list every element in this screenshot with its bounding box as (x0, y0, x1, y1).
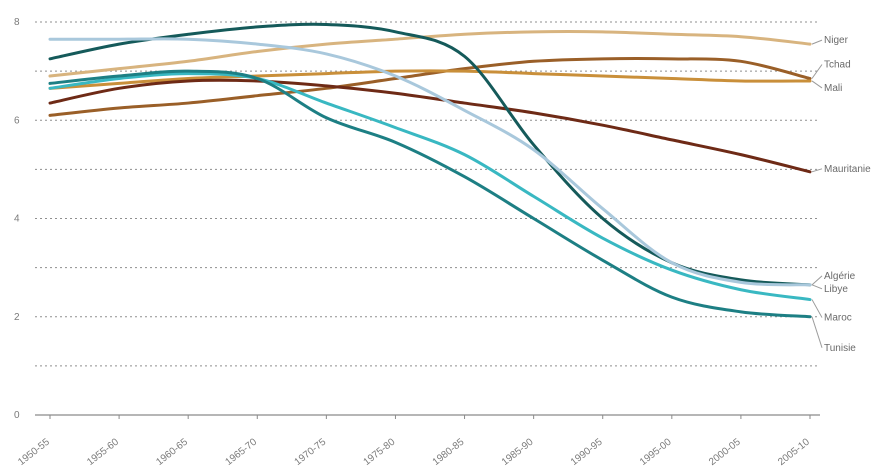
y-tick-label: 0 (14, 410, 20, 421)
x-tick-label: 1985-90 (500, 436, 536, 468)
series-line-libye (48, 37, 812, 287)
x-tick-label: 2005-10 (776, 436, 812, 468)
label-leader-line (811, 80, 823, 89)
x-tick-label: 1965-70 (223, 436, 259, 468)
y-tick-label: 2 (14, 312, 20, 323)
y-tick-label: 6 (14, 115, 20, 126)
x-tick-label: 1990-95 (569, 436, 605, 468)
label-leader-line (811, 299, 823, 318)
series-label-algerie: Algérie (824, 271, 856, 282)
series-line-mali (48, 69, 812, 90)
series-label-tchad: Tchad (824, 59, 851, 70)
x-tick-label: 1975-80 (362, 436, 398, 468)
x-tick-label: 1950-55 (16, 436, 52, 468)
series-label-mali: Mali (824, 83, 842, 94)
series-line-mauritanie (48, 78, 812, 174)
label-leader-line (811, 284, 823, 290)
label-leader-line (811, 275, 823, 286)
y-tick-label: 8 (14, 17, 20, 28)
label-leader-line (811, 168, 823, 173)
series-line-tchad (48, 57, 812, 117)
series-label-tunisie: Tunisie (824, 343, 856, 354)
y-tick-label: 4 (14, 214, 20, 225)
label-group: Niger Tchad Mali Mauritanie Algérie Libye Maro… (811, 35, 871, 354)
series-line-tunisie (48, 69, 812, 319)
x-tick-label: 1980-85 (431, 436, 467, 468)
series-label-libye: Libye (824, 284, 848, 295)
label-leader-line (811, 316, 823, 348)
series-label-mauritanie: Mauritanie (824, 164, 871, 175)
series-line-niger (48, 30, 812, 78)
x-tick-label: 1970-75 (293, 436, 329, 468)
x-tick-label: 1960-65 (154, 436, 190, 468)
label-leader-line (811, 64, 823, 79)
series-line-maroc (48, 72, 812, 302)
x-tick-label: 1995-00 (638, 436, 674, 468)
series-label-niger: Niger (824, 35, 849, 46)
label-leader-line (811, 39, 823, 45)
x-tick-label: 1955-60 (85, 436, 121, 468)
series-group (48, 22, 812, 319)
series-label-maroc: Maroc (824, 313, 852, 324)
x-tick-label: 2000-05 (707, 436, 743, 468)
